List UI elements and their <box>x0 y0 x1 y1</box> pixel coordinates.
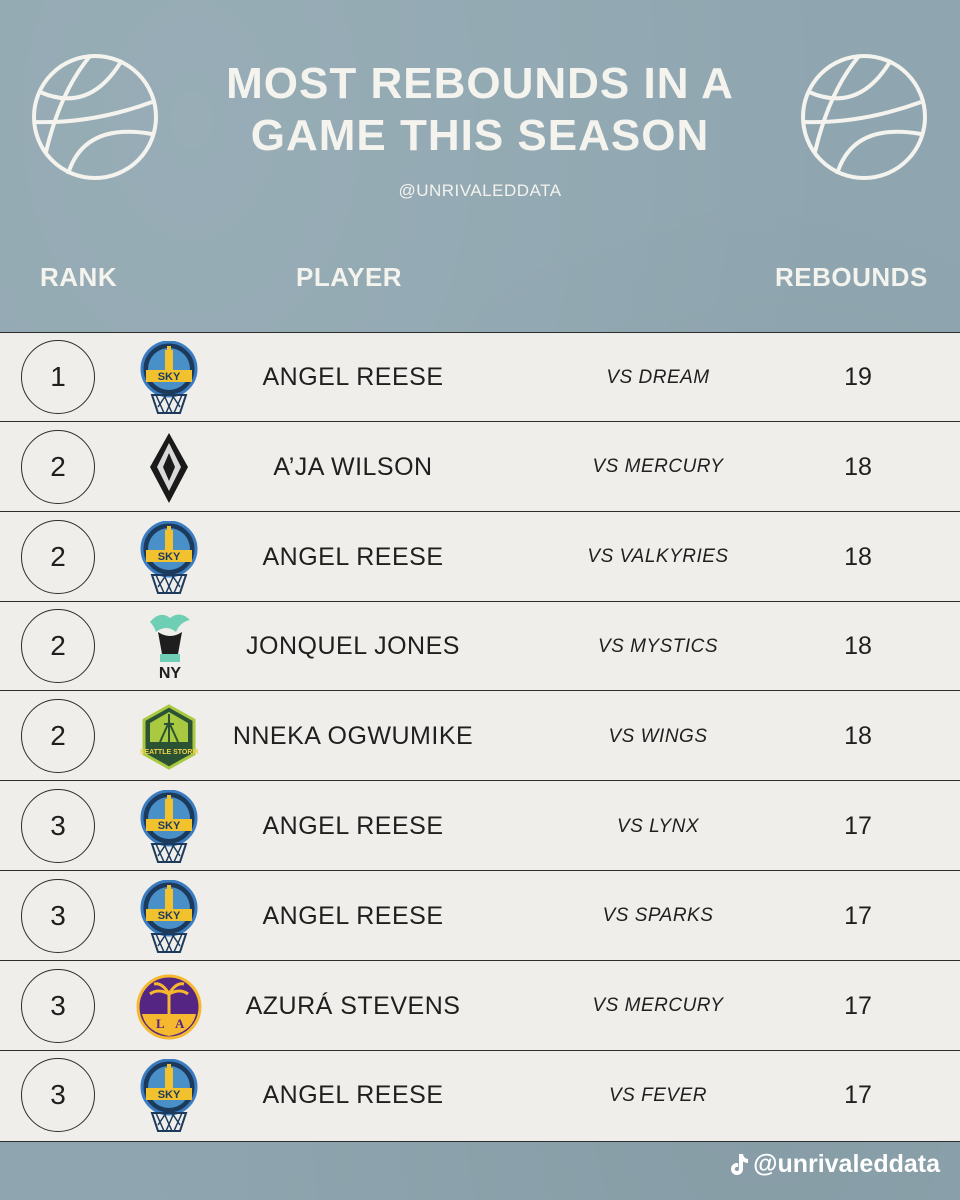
las-vegas-aces-logo <box>136 431 202 505</box>
opponent: VS MERCURY <box>592 456 724 478</box>
player-name: AZURÁ STEVENS <box>245 991 461 1020</box>
table-row: 2 NY JONQUEL JONES VS MYSTICS 18 <box>0 602 960 692</box>
opponent: VS FEVER <box>609 1084 707 1106</box>
rank-badge: 3 <box>21 878 95 953</box>
opponent: VS LYNX <box>616 815 699 837</box>
svg-text:SEATTLE STORM: SEATTLE STORM <box>140 749 199 756</box>
rebounds-value: 18 <box>844 632 872 661</box>
seattle-storm-logo: SEATTLE STORM <box>136 700 202 774</box>
footer-handle: @unrivaleddata <box>700 1148 940 1180</box>
rank-badge: 1 <box>21 340 95 414</box>
opponent: VS SPARKS <box>602 905 714 927</box>
svg-text:SKY: SKY <box>158 371 181 383</box>
svg-text:SKY: SKY <box>158 910 181 922</box>
rebounds-value: 17 <box>844 812 872 840</box>
header: MOST REBOUNDS IN A GAME THIS SEASON @UNR… <box>0 0 960 332</box>
chicago-sky-logo: SKY <box>136 789 202 864</box>
svg-text:NY: NY <box>159 665 182 682</box>
table-row: 2 SEATTLE STORM NNEKA OGWUMIKE VS WINGS 18 <box>0 692 960 782</box>
player-name: ANGEL REESE <box>262 542 444 571</box>
table-row: 2 SKY ANGEL REESE VS VALKYRIES 18 <box>0 513 960 602</box>
title-line-2: GAME THIS SEASON <box>250 111 710 160</box>
rebounds-value: 18 <box>844 452 872 481</box>
player-name: ANGEL REESE <box>262 812 444 840</box>
rebounds-value: 17 <box>844 991 872 1020</box>
column-header-rebounds: REBOUNDS <box>775 262 928 292</box>
table-row: 3 SKY ANGEL REESE VS FEVER 17 <box>0 1051 960 1140</box>
tiktok-icon <box>731 1154 749 1175</box>
opponent: VS DREAM <box>606 366 710 388</box>
rebounds-value: 17 <box>844 901 872 930</box>
rank-badge: 3 <box>21 789 95 863</box>
basketball-icon <box>32 54 158 180</box>
rank-badge: 3 <box>21 968 95 1043</box>
player-name: ANGEL REESE <box>262 363 444 391</box>
player-name: NNEKA OGWUMIKE <box>232 722 474 751</box>
chicago-sky-logo: SKY <box>136 879 202 954</box>
table-row: 3 SKY ANGEL REESE VS LYNX 17 <box>0 782 960 871</box>
chicago-sky-logo: SKY <box>136 1058 202 1133</box>
title-line-1: MOST REBOUNDS IN A <box>226 59 734 108</box>
rank-badge: 2 <box>21 699 95 774</box>
basketball-icon <box>801 54 927 180</box>
player-name: JONQUEL JONES <box>246 632 460 661</box>
svg-text:A: A <box>175 1016 185 1031</box>
opponent: VS VALKYRIES <box>587 546 729 568</box>
table-row: 1 SKY ANGEL REESE VS DREAM 19 <box>0 333 960 422</box>
svg-text:L: L <box>156 1016 165 1031</box>
table-row: 2 A’JA WILSON VS MERCURY 18 <box>0 423 960 512</box>
svg-text:SKY: SKY <box>158 1089 181 1101</box>
rebounds-table: 1 SKY ANGEL REESE VS DREAM 19 2 A’JA WILSON VS … <box>0 332 960 1142</box>
opponent: VS MERCURY <box>592 995 724 1017</box>
chicago-sky-logo: SKY <box>136 520 202 595</box>
rank-badge: 2 <box>21 609 95 684</box>
table-row: 3 SKY ANGEL REESE VS SPARKS 17 <box>0 872 960 961</box>
rebounds-value: 17 <box>844 1081 872 1110</box>
rank-badge: 2 <box>21 429 95 504</box>
rebounds-value: 19 <box>844 363 872 391</box>
opponent: VS MYSTICS <box>597 635 719 657</box>
opponent: VS WINGS <box>608 725 708 747</box>
new-york-liberty-logo: NY <box>136 610 202 684</box>
svg-text:SKY: SKY <box>158 551 181 563</box>
chicago-sky-logo: SKY <box>136 340 202 415</box>
header-handle: @UNRIVALEDDATA <box>398 181 562 200</box>
page-title: MOST REBOUNDS IN A GAME THIS SEASON <box>0 58 960 162</box>
rebounds-value: 18 <box>844 542 872 571</box>
footer-handle-text: @unrivaleddata <box>753 1149 940 1178</box>
player-name: ANGEL REESE <box>262 901 444 930</box>
rank-badge: 2 <box>21 519 95 594</box>
player-name: ANGEL REESE <box>262 1081 444 1110</box>
player-name: A’JA WILSON <box>273 452 433 481</box>
rebounds-value: 18 <box>844 722 872 751</box>
column-header-player: PLAYER <box>296 262 403 292</box>
column-header-rank: RANK <box>40 262 118 292</box>
rank-badge: 3 <box>21 1058 95 1133</box>
table-row: 3 L A AZURÁ STEVENS VS MERCURY 17 <box>0 962 960 1051</box>
svg-text:SKY: SKY <box>158 820 181 832</box>
